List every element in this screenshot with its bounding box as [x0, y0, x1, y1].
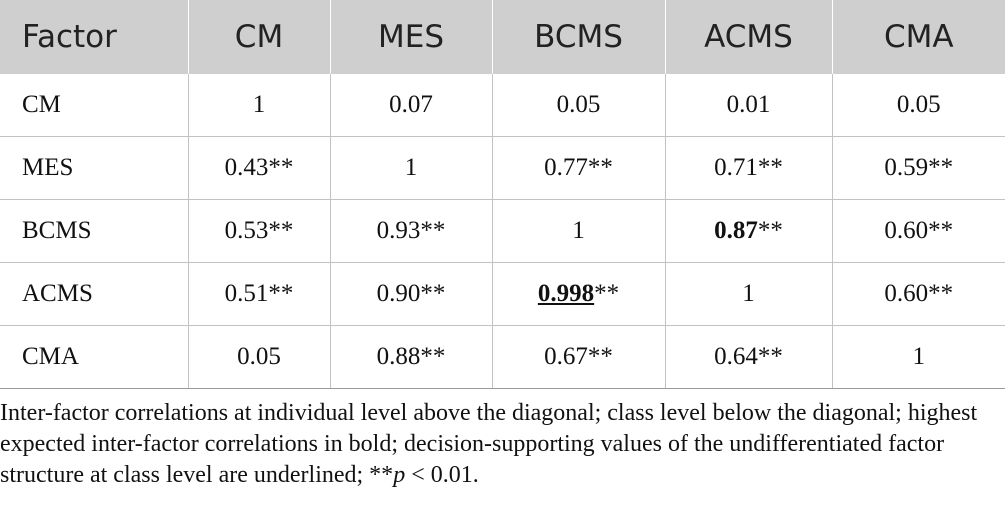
table-cell: 0.59**: [831, 136, 1005, 200]
footnote-threshold: < 0.01.: [405, 462, 479, 488]
table-cell: 0.64**: [664, 325, 832, 389]
table-row: CMA 0.05 0.88** 0.67** 0.64** 1: [0, 325, 1005, 389]
table-cell: 0.05: [187, 325, 330, 389]
footnote-p-symbol: p: [393, 462, 406, 488]
table-cell: 1: [491, 199, 665, 263]
table-cell: 0.77**: [491, 136, 665, 200]
header-cm: CM: [187, 0, 330, 74]
table-row: CM 1 0.07 0.05 0.01 0.05: [0, 74, 1005, 137]
table-body: CM 1 0.07 0.05 0.01 0.05 MES 0.43** 1 0.77** 0.71*…: [0, 74, 1005, 389]
table-cell: 0.88**: [329, 325, 492, 389]
table-cell: 0.60**: [831, 262, 1005, 326]
header-bcms: BCMS: [491, 0, 665, 74]
header-cma: CMA: [831, 0, 1005, 74]
emphasized-value: 0.87: [714, 217, 758, 244]
row-label: BCMS: [0, 199, 188, 263]
correlation-table: Factor CM MES BCMS ACMS CMA CM 1 0.07 0.05 0…: [0, 0, 1005, 389]
header-row: Factor CM MES BCMS ACMS CMA: [0, 0, 1005, 74]
significance-marker: **: [757, 217, 783, 244]
table-cell: 1: [831, 325, 1005, 389]
table-cell: 1: [187, 74, 330, 137]
emphasized-value: 0.998: [537, 280, 595, 307]
significance-marker: **: [594, 280, 620, 307]
table-cell: 0.07: [329, 74, 492, 137]
table-cell: 0.87**: [664, 199, 832, 263]
table-cell: 0.90**: [329, 262, 492, 326]
table-row: BCMS 0.53** 0.93** 1 0.87** 0.60**: [0, 199, 1005, 263]
table-cell: 0.67**: [491, 325, 665, 389]
table-cell: 0.05: [831, 74, 1005, 137]
row-label: CM: [0, 74, 188, 137]
table-cell: 0.93**: [329, 199, 492, 263]
table-cell: 0.998**: [491, 262, 665, 326]
table-cell: 0.05: [491, 74, 665, 137]
header-mes: MES: [329, 0, 492, 74]
table-row: ACMS 0.51** 0.90** 0.998** 1 0.60**: [0, 262, 1005, 326]
table-cell: 0.51**: [187, 262, 330, 326]
header-factor: Factor: [0, 0, 188, 74]
correlation-table-container: Factor CM MES BCMS ACMS CMA CM 1 0.07 0.05 0…: [0, 0, 1005, 389]
table-footnote: Inter-factor correlations at individual …: [0, 398, 1000, 491]
table-cell: 1: [664, 262, 832, 326]
table-cell: 1: [329, 136, 492, 200]
table-row: MES 0.43** 1 0.77** 0.71** 0.59**: [0, 136, 1005, 200]
row-label: MES: [0, 136, 188, 200]
table-cell: 0.60**: [831, 199, 1005, 263]
table-cell: 0.71**: [664, 136, 832, 200]
table-cell: 0.53**: [187, 199, 330, 263]
header-acms: ACMS: [664, 0, 832, 74]
footnote-text: Inter-factor correlations at individual …: [0, 400, 978, 488]
table-cell: 0.01: [664, 74, 832, 137]
row-label: ACMS: [0, 262, 188, 326]
table-cell: 0.43**: [187, 136, 330, 200]
row-label: CMA: [0, 325, 188, 389]
